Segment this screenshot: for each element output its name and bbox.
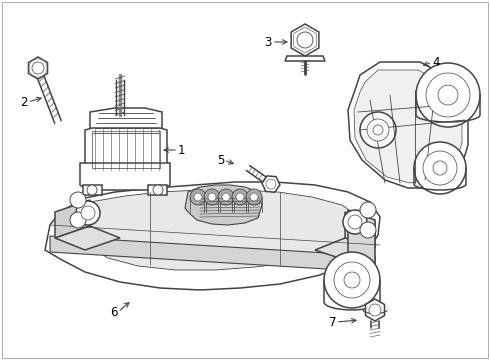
Circle shape	[324, 252, 380, 308]
Circle shape	[438, 85, 458, 105]
Text: 2: 2	[21, 95, 28, 108]
Circle shape	[70, 192, 86, 208]
Polygon shape	[354, 70, 462, 183]
Circle shape	[426, 73, 470, 117]
Circle shape	[70, 212, 86, 228]
Polygon shape	[348, 62, 468, 188]
Polygon shape	[90, 108, 162, 138]
Polygon shape	[28, 57, 48, 79]
Circle shape	[232, 189, 248, 205]
Text: 4: 4	[432, 55, 440, 68]
Circle shape	[360, 222, 376, 238]
Polygon shape	[262, 176, 280, 192]
Circle shape	[360, 112, 396, 148]
Circle shape	[194, 193, 202, 201]
Circle shape	[246, 189, 262, 205]
Circle shape	[204, 189, 220, 205]
Circle shape	[76, 201, 100, 225]
Text: 1: 1	[178, 144, 186, 157]
Circle shape	[414, 142, 466, 194]
Polygon shape	[148, 185, 167, 195]
Circle shape	[32, 62, 44, 74]
Circle shape	[250, 193, 258, 201]
Circle shape	[236, 193, 244, 201]
Circle shape	[208, 193, 216, 201]
Circle shape	[218, 189, 234, 205]
Polygon shape	[345, 212, 375, 248]
Circle shape	[297, 32, 313, 48]
Polygon shape	[185, 185, 262, 225]
Circle shape	[334, 262, 370, 298]
Text: 5: 5	[217, 153, 224, 166]
Polygon shape	[55, 200, 90, 238]
Polygon shape	[366, 299, 385, 321]
Circle shape	[343, 210, 367, 234]
Circle shape	[348, 215, 362, 229]
Circle shape	[373, 125, 383, 135]
Text: 7: 7	[328, 315, 336, 328]
Polygon shape	[85, 128, 167, 171]
Circle shape	[367, 119, 389, 141]
Circle shape	[360, 202, 376, 218]
Polygon shape	[315, 238, 375, 260]
Polygon shape	[75, 190, 362, 270]
Circle shape	[433, 161, 447, 175]
Polygon shape	[50, 236, 375, 272]
Circle shape	[423, 151, 457, 185]
Circle shape	[344, 272, 360, 288]
Circle shape	[190, 189, 206, 205]
Circle shape	[266, 179, 276, 189]
Text: 3: 3	[265, 36, 272, 49]
Text: 6: 6	[111, 306, 118, 319]
Circle shape	[87, 185, 97, 195]
Polygon shape	[348, 210, 375, 290]
Circle shape	[153, 185, 163, 195]
Circle shape	[416, 63, 480, 127]
Polygon shape	[55, 226, 120, 250]
Polygon shape	[45, 182, 380, 290]
Circle shape	[369, 304, 381, 316]
Circle shape	[222, 193, 230, 201]
Polygon shape	[83, 185, 102, 195]
Polygon shape	[291, 24, 319, 56]
Circle shape	[81, 206, 95, 220]
Polygon shape	[285, 56, 325, 61]
Polygon shape	[80, 163, 170, 190]
